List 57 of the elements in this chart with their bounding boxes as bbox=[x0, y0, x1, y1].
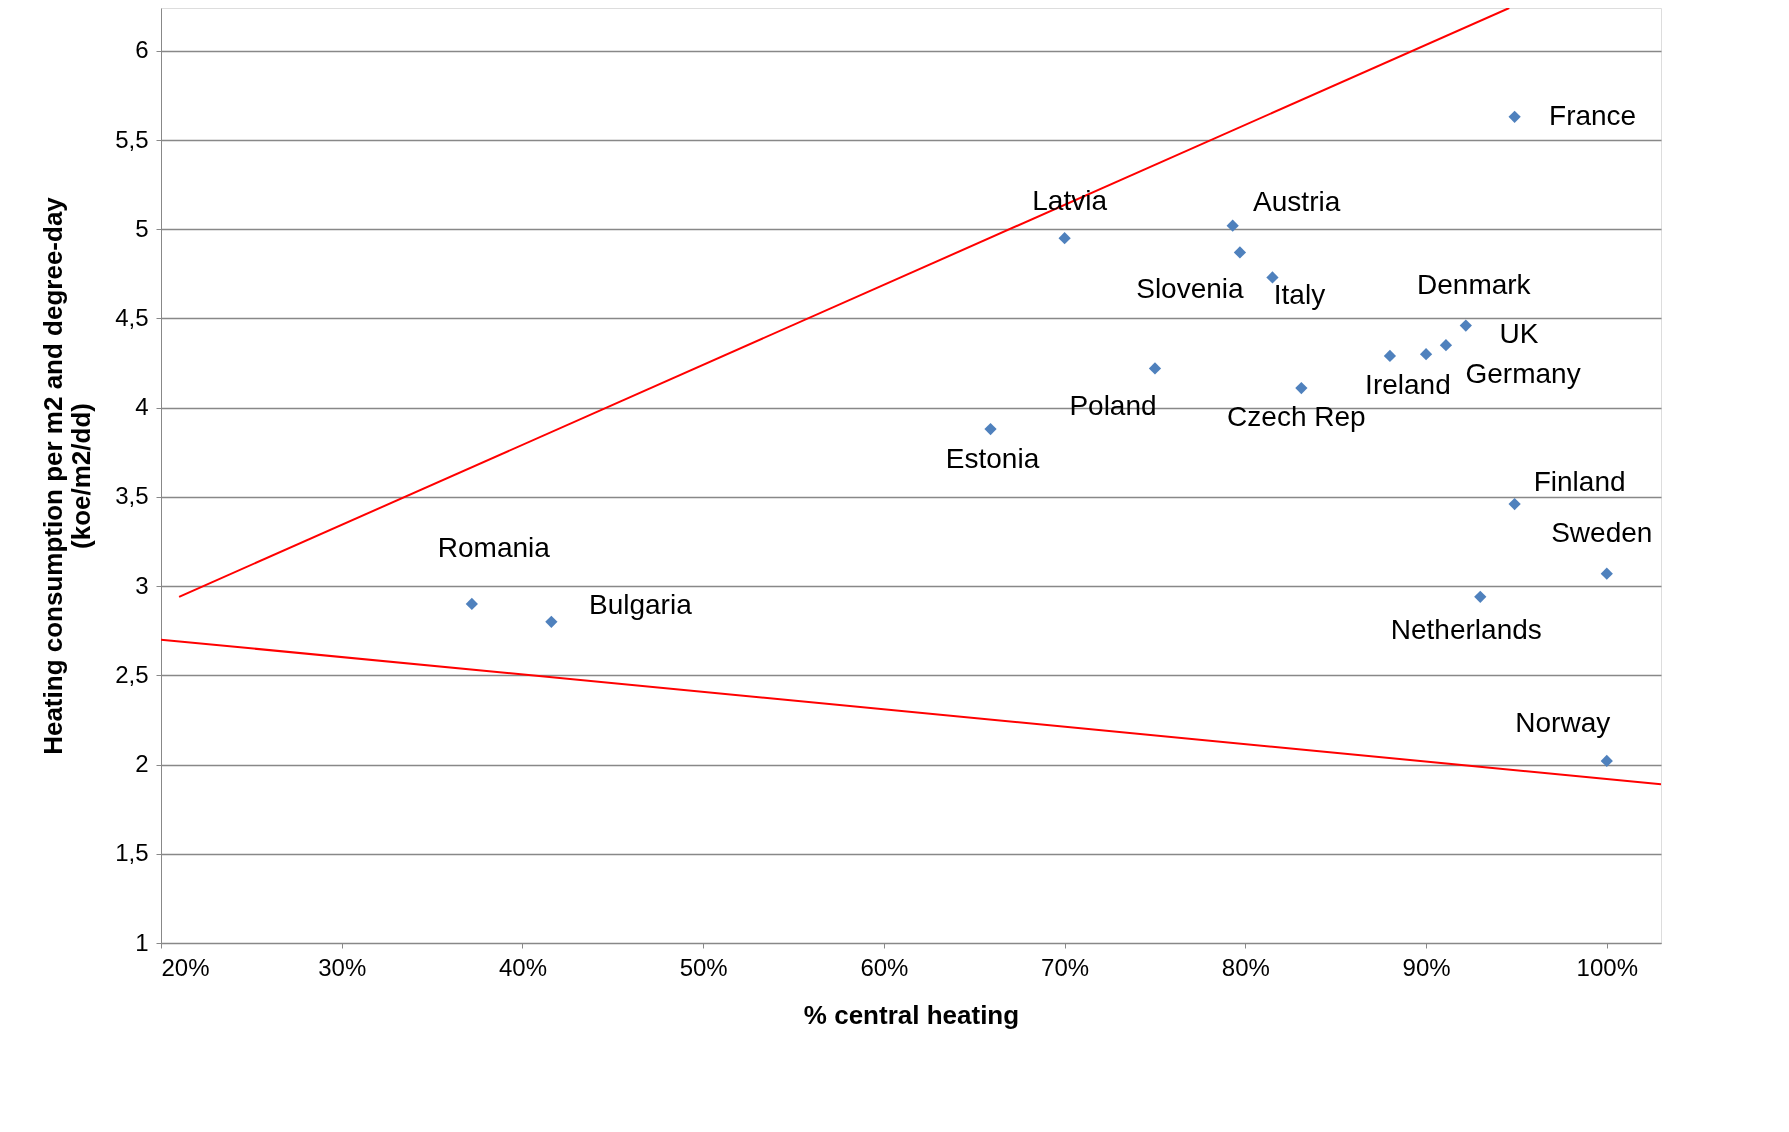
point bbox=[1266, 271, 1279, 284]
x-axis-title: % central heating bbox=[803, 999, 1020, 1030]
y-tick-label: 2 bbox=[135, 750, 149, 778]
point bbox=[465, 597, 478, 611]
x-tick-label: 60% bbox=[860, 953, 909, 981]
annotation: Slovenia bbox=[1136, 273, 1245, 305]
point bbox=[1419, 348, 1433, 361]
x-tick-label: 80% bbox=[1221, 953, 1270, 981]
annotation: Poland bbox=[1069, 390, 1157, 422]
x-tick-label: 20% bbox=[161, 953, 210, 981]
y-tick-label: 1,5 bbox=[115, 839, 149, 867]
point bbox=[1508, 497, 1521, 511]
annotation: Austria bbox=[1253, 185, 1341, 217]
point bbox=[1233, 246, 1247, 259]
point bbox=[1058, 232, 1071, 245]
annotation: Denmark bbox=[1417, 268, 1532, 300]
point bbox=[1148, 362, 1162, 375]
y-tick-label: 3 bbox=[135, 571, 149, 599]
annotation: France bbox=[1549, 99, 1637, 131]
point bbox=[1600, 754, 1613, 768]
y-tick-label: 4,5 bbox=[115, 303, 149, 331]
point bbox=[1508, 110, 1521, 123]
point bbox=[984, 422, 997, 436]
y-tick-label: 2,5 bbox=[115, 660, 149, 688]
x-tick-label: 70% bbox=[1041, 953, 1090, 981]
y-axis-title: Heating consumption per m2 and degree-day (koe/m2/dd) bbox=[38, 196, 97, 755]
annotation: Italy bbox=[1273, 279, 1326, 311]
x-tick-label: 100% bbox=[1576, 953, 1638, 981]
point bbox=[1383, 349, 1397, 363]
point bbox=[1295, 381, 1308, 395]
point bbox=[1459, 319, 1472, 332]
x-tick-label: 50% bbox=[679, 953, 728, 981]
annotation: Finland bbox=[1533, 466, 1626, 498]
y-tick-label: 4 bbox=[135, 393, 149, 421]
point bbox=[1439, 339, 1453, 352]
x-tick-label: 40% bbox=[498, 953, 547, 981]
annotation: Bulgaria bbox=[588, 588, 693, 620]
annotation: Germany bbox=[1465, 358, 1581, 390]
annotation: Sweden bbox=[1551, 516, 1653, 548]
y-tick-label: 6 bbox=[135, 36, 149, 64]
point bbox=[1600, 567, 1613, 580]
annotation: Ireland bbox=[1365, 368, 1451, 400]
annotation: Norway bbox=[1515, 707, 1611, 738]
point bbox=[1474, 590, 1487, 603]
y-tick-label: 1 bbox=[135, 928, 149, 956]
y-tick-label: 3,5 bbox=[115, 482, 149, 510]
annotation: Netherlands bbox=[1390, 613, 1542, 645]
annotation: Czech Rep bbox=[1227, 401, 1366, 433]
annotation: UK bbox=[1499, 318, 1539, 350]
point bbox=[545, 615, 558, 628]
annotation: Estonia bbox=[945, 443, 1040, 475]
y-tick-label: 5,5 bbox=[115, 125, 149, 153]
point bbox=[1226, 219, 1239, 232]
annotation: Romania bbox=[437, 531, 551, 563]
x-tick-label: 30% bbox=[318, 953, 367, 981]
x-tick-label: 90% bbox=[1402, 953, 1451, 981]
y-tick-label: 5 bbox=[135, 214, 149, 242]
